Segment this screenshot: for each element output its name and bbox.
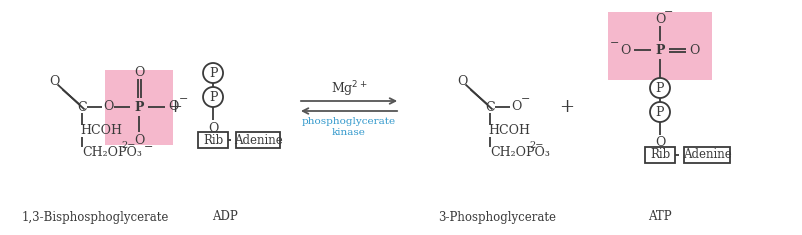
Text: 1,3-Bisphosphoglycerate: 1,3-Bisphosphoglycerate	[22, 211, 168, 223]
Text: phosphoglycerate
kinase: phosphoglycerate kinase	[302, 117, 395, 137]
Text: O: O	[654, 12, 664, 26]
Text: P: P	[134, 101, 144, 114]
Circle shape	[649, 78, 669, 98]
Circle shape	[203, 87, 223, 107]
Text: +: +	[168, 98, 182, 116]
Text: CH₂OPO₃: CH₂OPO₃	[82, 146, 142, 160]
Bar	[105, 70, 173, 145]
Text: P: P	[655, 106, 663, 118]
Bar	[236, 132, 280, 148]
Text: C: C	[77, 101, 87, 114]
Text: CH₂OPO₃: CH₂OPO₃	[489, 146, 549, 160]
Text: −: −	[663, 7, 673, 17]
Text: O: O	[134, 133, 144, 146]
Text: O: O	[134, 66, 144, 78]
Text: O: O	[168, 99, 178, 113]
Circle shape	[649, 102, 669, 122]
Bar	[607, 12, 711, 80]
Text: −: −	[178, 94, 188, 104]
Text: O: O	[49, 74, 59, 87]
Text: O: O	[654, 137, 664, 149]
Text: ADP: ADP	[212, 211, 237, 223]
Text: P: P	[654, 43, 664, 56]
Text: −: −	[520, 94, 530, 104]
Text: O: O	[510, 99, 520, 113]
Text: HCOH: HCOH	[488, 125, 529, 137]
Text: Rib: Rib	[649, 149, 670, 161]
Text: O: O	[688, 43, 699, 56]
Text: O: O	[456, 74, 467, 87]
Text: Adenine: Adenine	[682, 149, 731, 161]
Text: C: C	[484, 101, 494, 114]
Text: −: −	[610, 38, 619, 48]
Text: ATP: ATP	[647, 211, 671, 223]
Text: Mg$^{2+}$: Mg$^{2+}$	[330, 79, 367, 99]
Bar	[644, 147, 674, 163]
Text: P: P	[655, 82, 663, 94]
Bar	[683, 147, 729, 163]
Text: 2−: 2−	[529, 141, 544, 150]
Bar	[198, 132, 228, 148]
Circle shape	[203, 63, 223, 83]
Text: 3-Phosphoglycerate: 3-Phosphoglycerate	[437, 211, 555, 223]
Text: P: P	[209, 90, 217, 103]
Text: O: O	[103, 99, 113, 113]
Text: O: O	[619, 43, 630, 56]
Text: +: +	[559, 98, 573, 116]
Text: HCOH: HCOH	[80, 125, 122, 137]
Text: Adenine: Adenine	[233, 133, 282, 146]
Text: O: O	[208, 121, 218, 134]
Text: Rib: Rib	[203, 133, 223, 146]
Text: 2−: 2−	[122, 141, 136, 150]
Text: P: P	[209, 67, 217, 79]
Text: −: −	[144, 142, 152, 152]
